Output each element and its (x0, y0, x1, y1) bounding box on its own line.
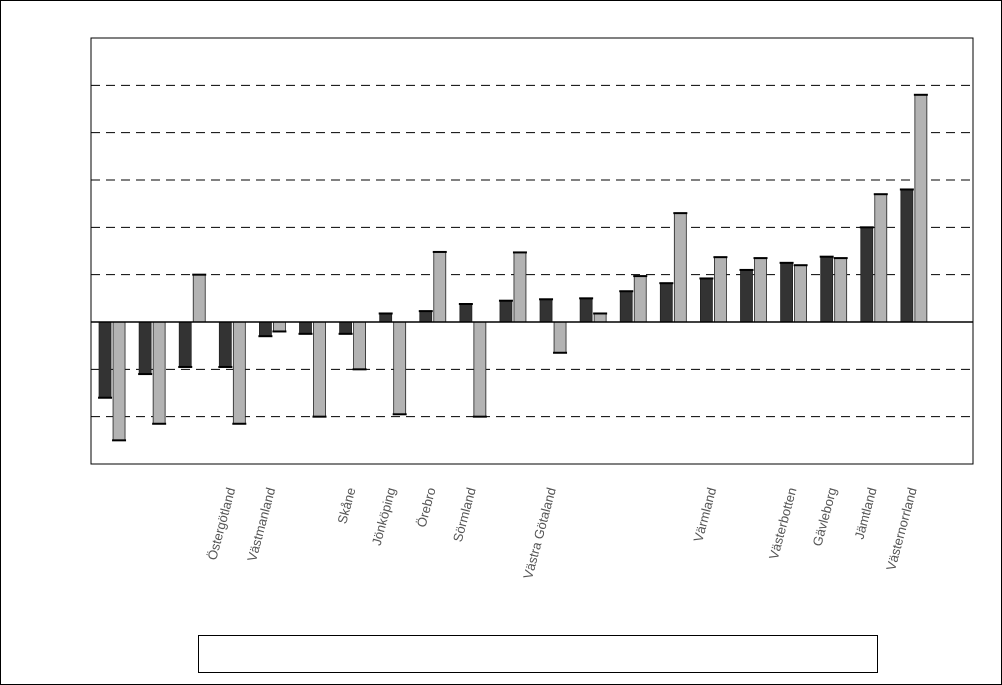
plot-area-border (90, 37, 974, 465)
category-label: Västerbotten (766, 486, 800, 561)
category-label: Värmland (690, 486, 719, 544)
category-label: Örebro (414, 486, 439, 529)
bar-series-2 (353, 321, 366, 370)
category-label: Gävleborg (810, 486, 840, 548)
category-labels: Östergötland Västmanland Skåne Jönköping Öre… (204, 486, 919, 581)
bar-series-2 (232, 321, 246, 425)
bar-series-1 (619, 290, 633, 323)
bar-series-2 (553, 321, 567, 354)
bar-series-2 (633, 275, 647, 323)
bar-series-2 (473, 321, 487, 418)
category-label: Jönköping (369, 486, 399, 547)
bar-series-1 (820, 256, 834, 323)
bar-series-1 (740, 269, 753, 323)
bar-series-2 (152, 321, 166, 425)
bar-series-1 (178, 321, 192, 368)
category-label: Östergötland (204, 486, 238, 562)
bar-series-1 (98, 321, 112, 399)
bar-series-2 (433, 251, 447, 323)
bar-series-2 (192, 274, 206, 323)
bar-series-1 (419, 310, 433, 323)
bar-series-1 (780, 262, 793, 323)
bar-series-1 (539, 298, 553, 323)
bar-series-1 (379, 313, 393, 323)
category-label: Jämtland (852, 486, 880, 541)
bar-series-2 (914, 94, 928, 323)
bar-series-1 (900, 189, 914, 323)
bar-series-2 (313, 321, 326, 418)
category-label: Västra Götaland (520, 486, 559, 581)
category-label: Västmanland (244, 486, 278, 563)
bar-series-2 (273, 321, 286, 332)
category-label: Skåne (334, 486, 358, 526)
bar-series-2 (593, 313, 607, 323)
bar-series-2 (673, 212, 687, 323)
bar-series-2 (874, 193, 888, 323)
bar-series-1 (860, 226, 874, 323)
bar-series-1 (138, 321, 152, 375)
bar-series-1 (259, 321, 272, 337)
bar-series-1 (339, 321, 352, 335)
bar-series-1 (659, 282, 673, 323)
bar-series-2 (754, 257, 767, 323)
bar-series-2 (834, 257, 848, 323)
bar-series-1 (218, 321, 232, 368)
legend (198, 635, 878, 673)
bar-series-2 (714, 256, 727, 323)
category-label: Sörmland (450, 486, 479, 544)
bar-series-1 (299, 321, 312, 335)
bar-series-1 (700, 278, 713, 323)
bar-series-1 (459, 303, 473, 323)
bar-series-2 (112, 321, 126, 441)
bar-series-1 (499, 300, 513, 323)
bars (98, 93, 928, 442)
bar-series-1 (579, 297, 593, 323)
bar-series-2 (393, 321, 407, 415)
category-label: Västernorrland (883, 486, 920, 572)
bar-series-2 (794, 264, 807, 323)
bar-series-2 (513, 252, 527, 323)
